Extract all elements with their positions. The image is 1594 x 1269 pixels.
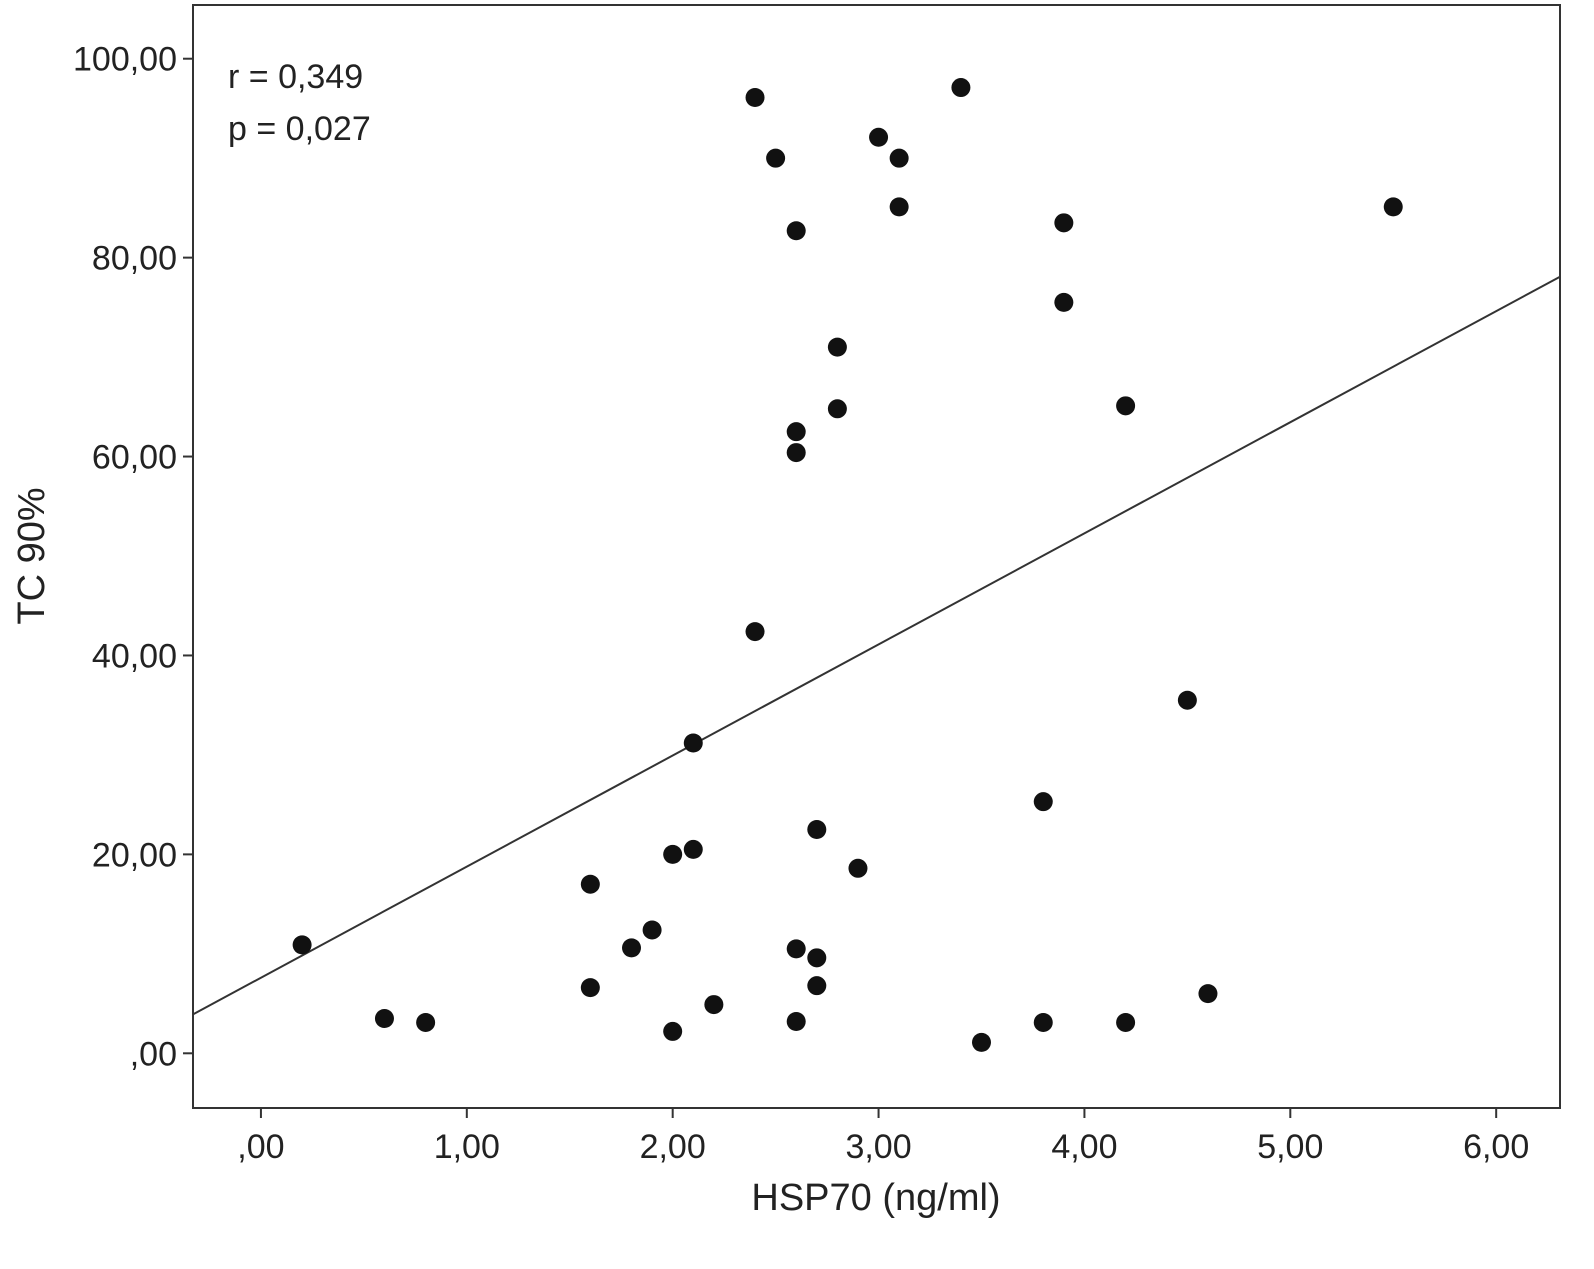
y-tick-label: 40,00: [92, 637, 177, 675]
y-tick-label: 100,00: [73, 41, 177, 79]
x-tick-label: 6,00: [1463, 1128, 1529, 1166]
data-point: [1383, 197, 1403, 217]
data-point: [869, 127, 889, 147]
data-point: [766, 148, 786, 168]
y-tick-label: 20,00: [92, 836, 177, 874]
data-point: [1116, 396, 1136, 416]
data-point: [1054, 292, 1074, 312]
data-point: [704, 995, 724, 1015]
y-axis-label: TC 90%: [11, 487, 53, 624]
data-point: [807, 948, 827, 968]
x-tick-label: 3,00: [845, 1128, 911, 1166]
data-point: [1033, 1012, 1053, 1032]
data-point: [1116, 1012, 1136, 1032]
y-tick-label: 80,00: [92, 240, 177, 278]
data-point: [642, 920, 662, 940]
annotation-p: p = 0,027: [228, 110, 371, 148]
data-point: [580, 978, 600, 998]
data-point: [827, 337, 847, 357]
data-point: [848, 858, 868, 878]
x-tick-label: 2,00: [640, 1128, 706, 1166]
x-tick-label: 1,00: [434, 1128, 500, 1166]
data-point: [786, 422, 806, 442]
data-point: [663, 844, 683, 864]
data-point: [786, 1011, 806, 1031]
data-point: [971, 1032, 991, 1052]
data-point: [374, 1008, 394, 1028]
data-point: [807, 976, 827, 996]
data-point: [580, 874, 600, 894]
x-axis-label: HSP70 (ng/ml): [751, 1177, 1000, 1219]
data-point: [807, 820, 827, 840]
data-point: [1033, 792, 1053, 812]
data-point: [951, 78, 971, 98]
data-point: [1177, 690, 1197, 710]
data-point: [786, 939, 806, 959]
fit-line-group: [192, 275, 1561, 1016]
data-point: [745, 87, 765, 107]
data-point: [889, 148, 909, 168]
data-point: [292, 935, 312, 955]
data-point: [745, 622, 765, 642]
points-group: [292, 78, 1403, 1052]
x-tick-label: ,00: [237, 1128, 284, 1166]
data-point: [416, 1012, 436, 1032]
annotation-r: r = 0,349: [228, 58, 363, 96]
x-tick-label: 4,00: [1051, 1128, 1117, 1166]
data-point: [786, 221, 806, 241]
data-point: [683, 733, 703, 753]
data-point: [622, 938, 642, 958]
data-point: [889, 197, 909, 217]
data-point: [1198, 984, 1218, 1004]
data-point: [663, 1021, 683, 1041]
data-point: [827, 399, 847, 419]
regression-line: [192, 275, 1561, 1016]
plot-frame: [192, 4, 1561, 1109]
data-point: [1054, 213, 1074, 233]
x-tick-label: 5,00: [1257, 1128, 1323, 1166]
y-tick-label: ,00: [130, 1035, 177, 1073]
y-tick-label: 60,00: [92, 439, 177, 477]
ticks: ,00 1,00 2,00 3,00 4,00 5,00 6,00 ,00 20,00 40,00…: [73, 41, 1529, 1166]
data-point: [683, 839, 703, 859]
data-point: [786, 443, 806, 463]
